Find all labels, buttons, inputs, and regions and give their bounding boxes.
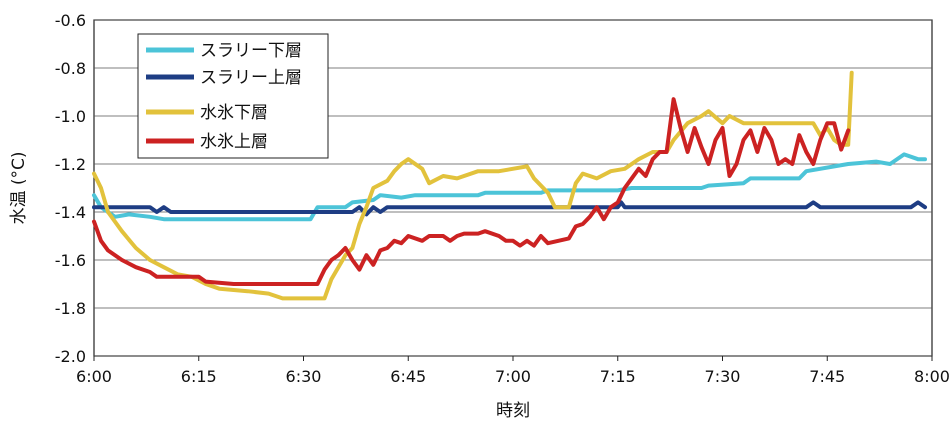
y-tick-labels: -0.6 -0.8 -1.0 -1.2 -1.4 -1.6 -1.8 -2.0	[55, 11, 86, 366]
y-tick-label: -1.2	[55, 155, 86, 174]
series-line-slurry-lower	[92, 152, 927, 222]
series-lines	[92, 70, 927, 301]
x-tick-label: 7:45	[809, 367, 845, 386]
legend-label-ice-water-upper: 水氷上層	[200, 132, 268, 152]
x-tick-labels: 6:00 6:15 6:30 6:45 7:00 7:15 7:30 7:45 8:00	[76, 356, 950, 386]
legend-box	[137, 33, 329, 159]
legend-label-slurry-upper: スラリー上層	[200, 68, 302, 88]
y-tick-label: -1.4	[55, 203, 86, 222]
x-tick-label: 6:00	[76, 367, 112, 386]
series-line-slurry-upper	[92, 200, 927, 217]
x-tick-label: 8:00	[914, 367, 950, 386]
x-tick-label: 6:45	[390, 367, 426, 386]
legend-label-slurry-lower: スラリー下層	[200, 41, 302, 61]
y-tick-label: -0.6	[55, 11, 86, 30]
y-tick-label: -0.8	[55, 59, 86, 78]
x-axis-title: 時刻	[496, 401, 530, 421]
x-tick-label: 7:00	[495, 367, 531, 386]
y-tick-label: -1.6	[55, 251, 86, 270]
x-tick-label: 7:30	[705, 367, 741, 386]
y-tick-label: -1.8	[55, 299, 86, 318]
x-tick-label: 7:15	[600, 367, 636, 386]
series-line-ice-water-lower	[92, 70, 854, 301]
series-line-ice-water-upper	[92, 97, 851, 286]
legend-label-ice-water-lower: 水氷下層	[200, 103, 268, 123]
x-tick-label: 6:30	[286, 367, 322, 386]
y-tick-label: -1.0	[55, 107, 86, 126]
y-axis-title: 水温 (°C)	[9, 151, 29, 224]
legend: スラリー下層 スラリー上層 水氷下層 水氷上層	[137, 33, 329, 159]
y-tick-label: -2.0	[55, 347, 86, 366]
x-tick-label: 6:15	[181, 367, 217, 386]
